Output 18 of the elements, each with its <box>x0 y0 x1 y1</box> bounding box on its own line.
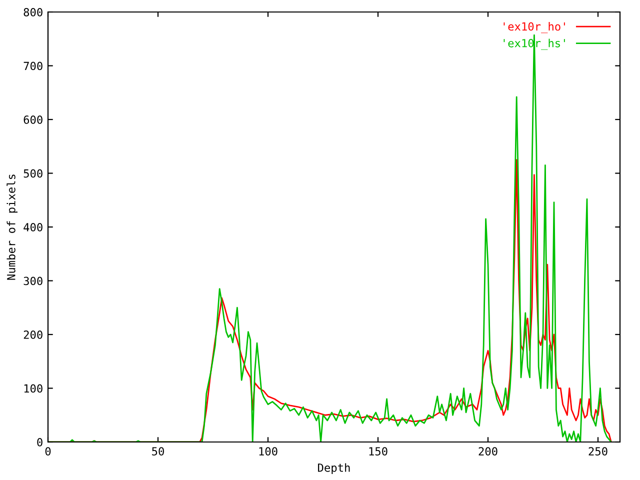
y-tick-label: 200 <box>24 330 42 339</box>
x-tick-label: 100 <box>259 447 278 456</box>
y-tick-label: 600 <box>24 116 42 124</box>
y-tick-label: 800 <box>24 8 42 16</box>
y-tick-label: 400 <box>24 223 42 232</box>
x-tick-label: 250 <box>588 447 608 456</box>
y-axis-title: Number of pixels <box>6 174 18 280</box>
y-tick-label: 700 <box>24 62 42 70</box>
y-tick-label: 300 <box>24 276 42 286</box>
y-tick-label: 0 <box>37 438 42 446</box>
y-tick-label: 100 <box>24 384 42 393</box>
x-tick-label: 200 <box>478 447 498 456</box>
x-tick-label: 50 <box>152 447 164 456</box>
legend-label: 'ex10r_ho' <box>504 22 565 34</box>
x-axis-title: Depth <box>318 463 350 474</box>
y-tick-label: 500 <box>24 169 42 178</box>
x-tick-label: 150 <box>369 447 388 456</box>
x-tick-label: 0 <box>45 447 51 456</box>
